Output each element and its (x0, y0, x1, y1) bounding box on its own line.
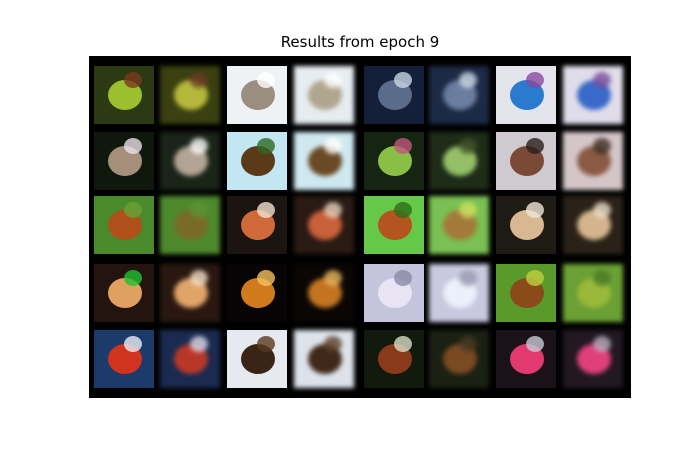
highlight-blob (459, 202, 477, 218)
reconstruction-firetruck (160, 330, 220, 388)
original-pink-object (496, 330, 556, 388)
original-deer-leaping (496, 196, 556, 254)
reconstruction-deer-grass (160, 196, 220, 254)
highlight-blob (190, 72, 208, 88)
highlight-blob (324, 202, 342, 218)
original-dog (94, 264, 154, 322)
original-deer-grass (94, 196, 154, 254)
highlight-blob (394, 138, 412, 154)
highlight-blob (257, 336, 275, 352)
highlight-blob (394, 336, 412, 352)
highlight-blob (190, 202, 208, 218)
reconstruction-antelope (160, 132, 220, 190)
highlight-blob (593, 270, 611, 286)
highlight-blob (526, 202, 544, 218)
original-deer-sky (227, 132, 287, 190)
highlight-blob (257, 270, 275, 286)
highlight-blob (526, 270, 544, 286)
reconstruction-leaves-bird (160, 66, 220, 124)
highlight-blob (526, 336, 544, 352)
reconstruction-deer-white (294, 66, 354, 124)
highlight-blob (257, 72, 275, 88)
reconstruction-deer-sky (294, 132, 354, 190)
original-antelope (94, 132, 154, 190)
reconstruction-bear (294, 330, 354, 388)
original-deer-white (227, 66, 287, 124)
highlight-blob (394, 202, 412, 218)
highlight-blob (593, 336, 611, 352)
reconstruction-dog (160, 264, 220, 322)
highlight-blob (324, 270, 342, 286)
reconstruction-pink-object (563, 330, 623, 388)
reconstruction-deer-leaping (563, 196, 623, 254)
original-deer-night (364, 66, 424, 124)
reconstruction-deer-field (563, 132, 623, 190)
original-horse (364, 330, 424, 388)
original-deer-red (227, 196, 287, 254)
highlight-blob (124, 138, 142, 154)
original-deer-silhouette (227, 264, 287, 322)
highlight-blob (459, 336, 477, 352)
highlight-blob (324, 72, 342, 88)
highlight-blob (593, 138, 611, 154)
reconstruction-bird-dark (429, 132, 489, 190)
highlight-blob (124, 270, 142, 286)
original-frog-pale (364, 264, 424, 322)
original-deer-field (496, 132, 556, 190)
highlight-blob (459, 138, 477, 154)
reconstruction-deer-green (563, 264, 623, 322)
reconstruction-deer-night (429, 66, 489, 124)
highlight-blob (526, 72, 544, 88)
highlight-blob (324, 336, 342, 352)
highlight-blob (526, 138, 544, 154)
highlight-blob (190, 336, 208, 352)
reconstruction-frog-pale (429, 264, 489, 322)
highlight-blob (394, 72, 412, 88)
highlight-blob (459, 72, 477, 88)
original-leaves-bird (94, 66, 154, 124)
highlight-blob (593, 202, 611, 218)
highlight-blob (324, 138, 342, 154)
reconstruction-truck (563, 66, 623, 124)
highlight-blob (257, 138, 275, 154)
original-bear (227, 330, 287, 388)
reconstruction-deer-silhouette (294, 264, 354, 322)
original-bird-dark (364, 132, 424, 190)
original-deer-green (496, 264, 556, 322)
highlight-blob (459, 270, 477, 286)
figure-title: Results from epoch 9 (280, 33, 440, 51)
highlight-blob (124, 336, 142, 352)
highlight-blob (593, 72, 611, 88)
original-truck (496, 66, 556, 124)
highlight-blob (124, 72, 142, 88)
highlight-blob (257, 202, 275, 218)
reconstruction-deer-red (294, 196, 354, 254)
highlight-blob (394, 270, 412, 286)
highlight-blob (190, 270, 208, 286)
reconstruction-deer-lawn (429, 196, 489, 254)
original-firetruck (94, 330, 154, 388)
highlight-blob (124, 202, 142, 218)
original-deer-lawn (364, 196, 424, 254)
highlight-blob (190, 138, 208, 154)
image-grid (89, 56, 631, 398)
reconstruction-horse (429, 330, 489, 388)
